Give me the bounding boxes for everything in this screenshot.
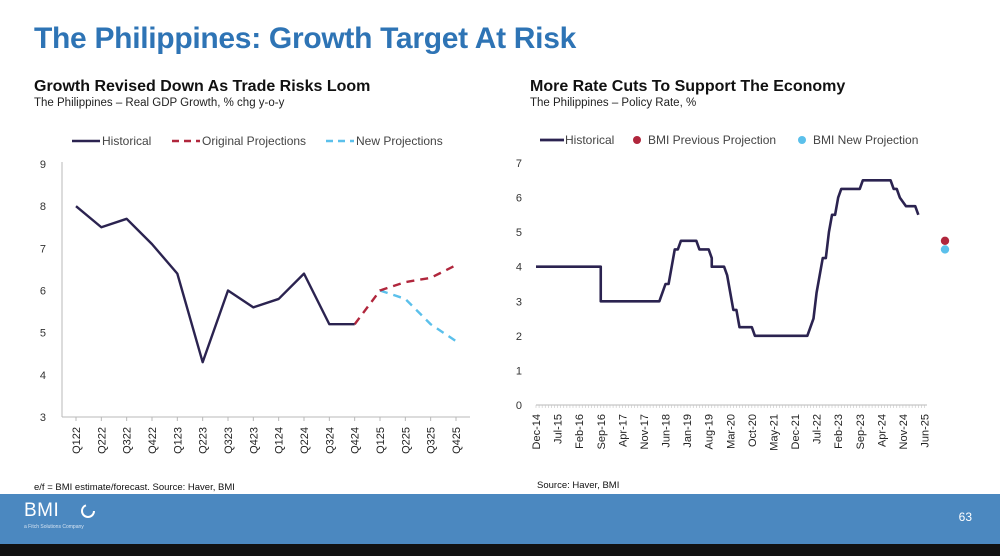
chart1-x-tick-label: Q122 xyxy=(71,427,83,454)
policy-rate-chart: 0 1 2 3 4 5 6 7 Dec-14 Jul-15 Feb-16 Sep-16 Apr-17 No… xyxy=(516,133,950,451)
chart2-subtitle: The Philippines – Policy Rate, % xyxy=(530,97,697,109)
chart1-x-tick-label: Q125 xyxy=(375,427,387,454)
chart2-y-tick-label: 3 xyxy=(516,296,522,308)
chart1-x-tick-label: Q124 xyxy=(274,427,286,454)
chart2-legend-swatch xyxy=(798,136,806,144)
chart2-historical-line xyxy=(536,178,920,338)
chart2-legend-label: BMI Previous Projection xyxy=(648,133,776,147)
logo-tagline: a Fitch Solutions Company xyxy=(24,524,84,530)
chart2-legend-label: Historical xyxy=(565,133,614,147)
chart2-source: Source: Haver, BMI xyxy=(537,480,620,491)
chart2-x-tick-label: Oct-20 xyxy=(747,414,759,447)
chart2-legend-swatch xyxy=(633,136,641,144)
chart1-x-tick-label: Q325 xyxy=(426,427,438,454)
chart1-series-line-0 xyxy=(75,205,355,364)
chart1-x-tick-label: Q423 xyxy=(248,427,260,454)
chart2-x-tick-label: Sep-16 xyxy=(596,414,608,449)
chart1-y-tick-label: 5 xyxy=(40,328,46,340)
chart1-x-tick-label: Q322 xyxy=(122,427,134,454)
chart1-x-tick-label: Q424 xyxy=(350,427,362,454)
chart1-x-tick-label: Q223 xyxy=(198,427,210,454)
page-number: 63 xyxy=(958,510,972,524)
chart1-x-tick-label: Q225 xyxy=(400,427,412,454)
chart1-y-tick-label: 8 xyxy=(40,201,46,213)
chart1-legend-label: New Projections xyxy=(356,134,443,148)
chart2-y-tick-label: 6 xyxy=(516,193,522,205)
slide-title: The Philippines: Growth Target At Risk xyxy=(34,22,576,55)
chart2-x-tick-label: Jul-15 xyxy=(553,414,565,444)
chart2-x-tick-label: Feb-16 xyxy=(574,414,586,449)
chart2-y-tick-label: 7 xyxy=(516,158,522,170)
chart2-x-tick-label: Dec-21 xyxy=(790,414,802,449)
chart2-projection-marker-1 xyxy=(940,236,950,245)
chart2-y-tick-label: 4 xyxy=(516,262,522,274)
chart1-subtitle: The Philippines – Real GDP Growth, % chg… xyxy=(34,97,285,109)
gdp-growth-chart: 3 4 5 6 7 8 9 Q122 Q222 Q322 Q422 Q123 Q223 Q323 Q423 Q… xyxy=(40,134,470,454)
chart1-x-tick-label: Q324 xyxy=(324,427,336,454)
footer-bar: BMI a Fitch Solutions Company 63 xyxy=(0,494,1000,544)
bottom-edge-bar xyxy=(0,544,1000,556)
chart1-y-tick-label: 6 xyxy=(40,286,46,298)
chart2-x-tick-label: Aug-19 xyxy=(704,414,716,449)
chart2-x-tick-label: Dec-14 xyxy=(531,414,543,449)
chart2-y-tick-label: 1 xyxy=(516,365,522,377)
chart1-y-tick-label: 7 xyxy=(40,243,46,255)
chart2-legend-label: BMI New Projection xyxy=(813,133,918,147)
chart1-y-tick-label: 9 xyxy=(40,159,46,171)
chart2-x-tick-label: Jun-25 xyxy=(920,414,932,448)
chart1-y-tick-label: 4 xyxy=(40,370,46,382)
chart2-projection-marker-2 xyxy=(940,245,950,254)
logo-swirl-icon xyxy=(81,504,95,518)
chart2-x-tick-label: Nov-24 xyxy=(898,414,910,449)
chart2-x-tick-label: Apr-24 xyxy=(876,414,888,447)
chart1-y-tick-label: 3 xyxy=(40,412,46,424)
chart2-x-tick-label: Nov-17 xyxy=(639,414,651,449)
chart1-title: Growth Revised Down As Trade Risks Loom xyxy=(34,78,371,95)
chart1-legend-label: Historical xyxy=(102,134,151,148)
chart1-x-tick-label: Q323 xyxy=(223,427,235,454)
chart1-source: e/f = BMI estimate/forecast. Source: Hav… xyxy=(34,482,235,493)
chart2-x-tick-label: Jun-18 xyxy=(661,414,673,448)
chart2-x-tick-label: Jul-22 xyxy=(812,414,824,444)
chart1-x-tick-label: Q425 xyxy=(451,427,463,454)
chart2-x-tick-label: Mar-20 xyxy=(725,414,737,449)
chart1-x-tick-label: Q224 xyxy=(299,427,311,454)
chart2-x-tick-label: Apr-17 xyxy=(617,414,629,447)
chart2-x-tick-label: Jan-19 xyxy=(682,414,694,448)
chart1-x-tick-label: Q422 xyxy=(147,427,159,454)
chart1-legend-label: Original Projections xyxy=(202,134,306,148)
chart2-x-tick-label: Sep-23 xyxy=(855,414,867,449)
chart1-series-line-2 xyxy=(379,289,457,343)
chart2-title: More Rate Cuts To Support The Economy xyxy=(530,78,846,95)
chart1-series-line-1 xyxy=(353,264,457,325)
chart2-y-tick-label: 5 xyxy=(516,227,522,239)
chart2-x-tick-label: Feb-23 xyxy=(833,414,845,449)
chart1-x-tick-label: Q123 xyxy=(172,427,184,454)
chart2-y-tick-label: 2 xyxy=(516,331,522,343)
bmi-logo: BMI xyxy=(24,500,60,521)
chart1-x-tick-label: Q222 xyxy=(96,427,108,454)
chart2-y-tick-label: 0 xyxy=(516,400,522,412)
chart2-x-tick-label: May-21 xyxy=(768,414,780,451)
